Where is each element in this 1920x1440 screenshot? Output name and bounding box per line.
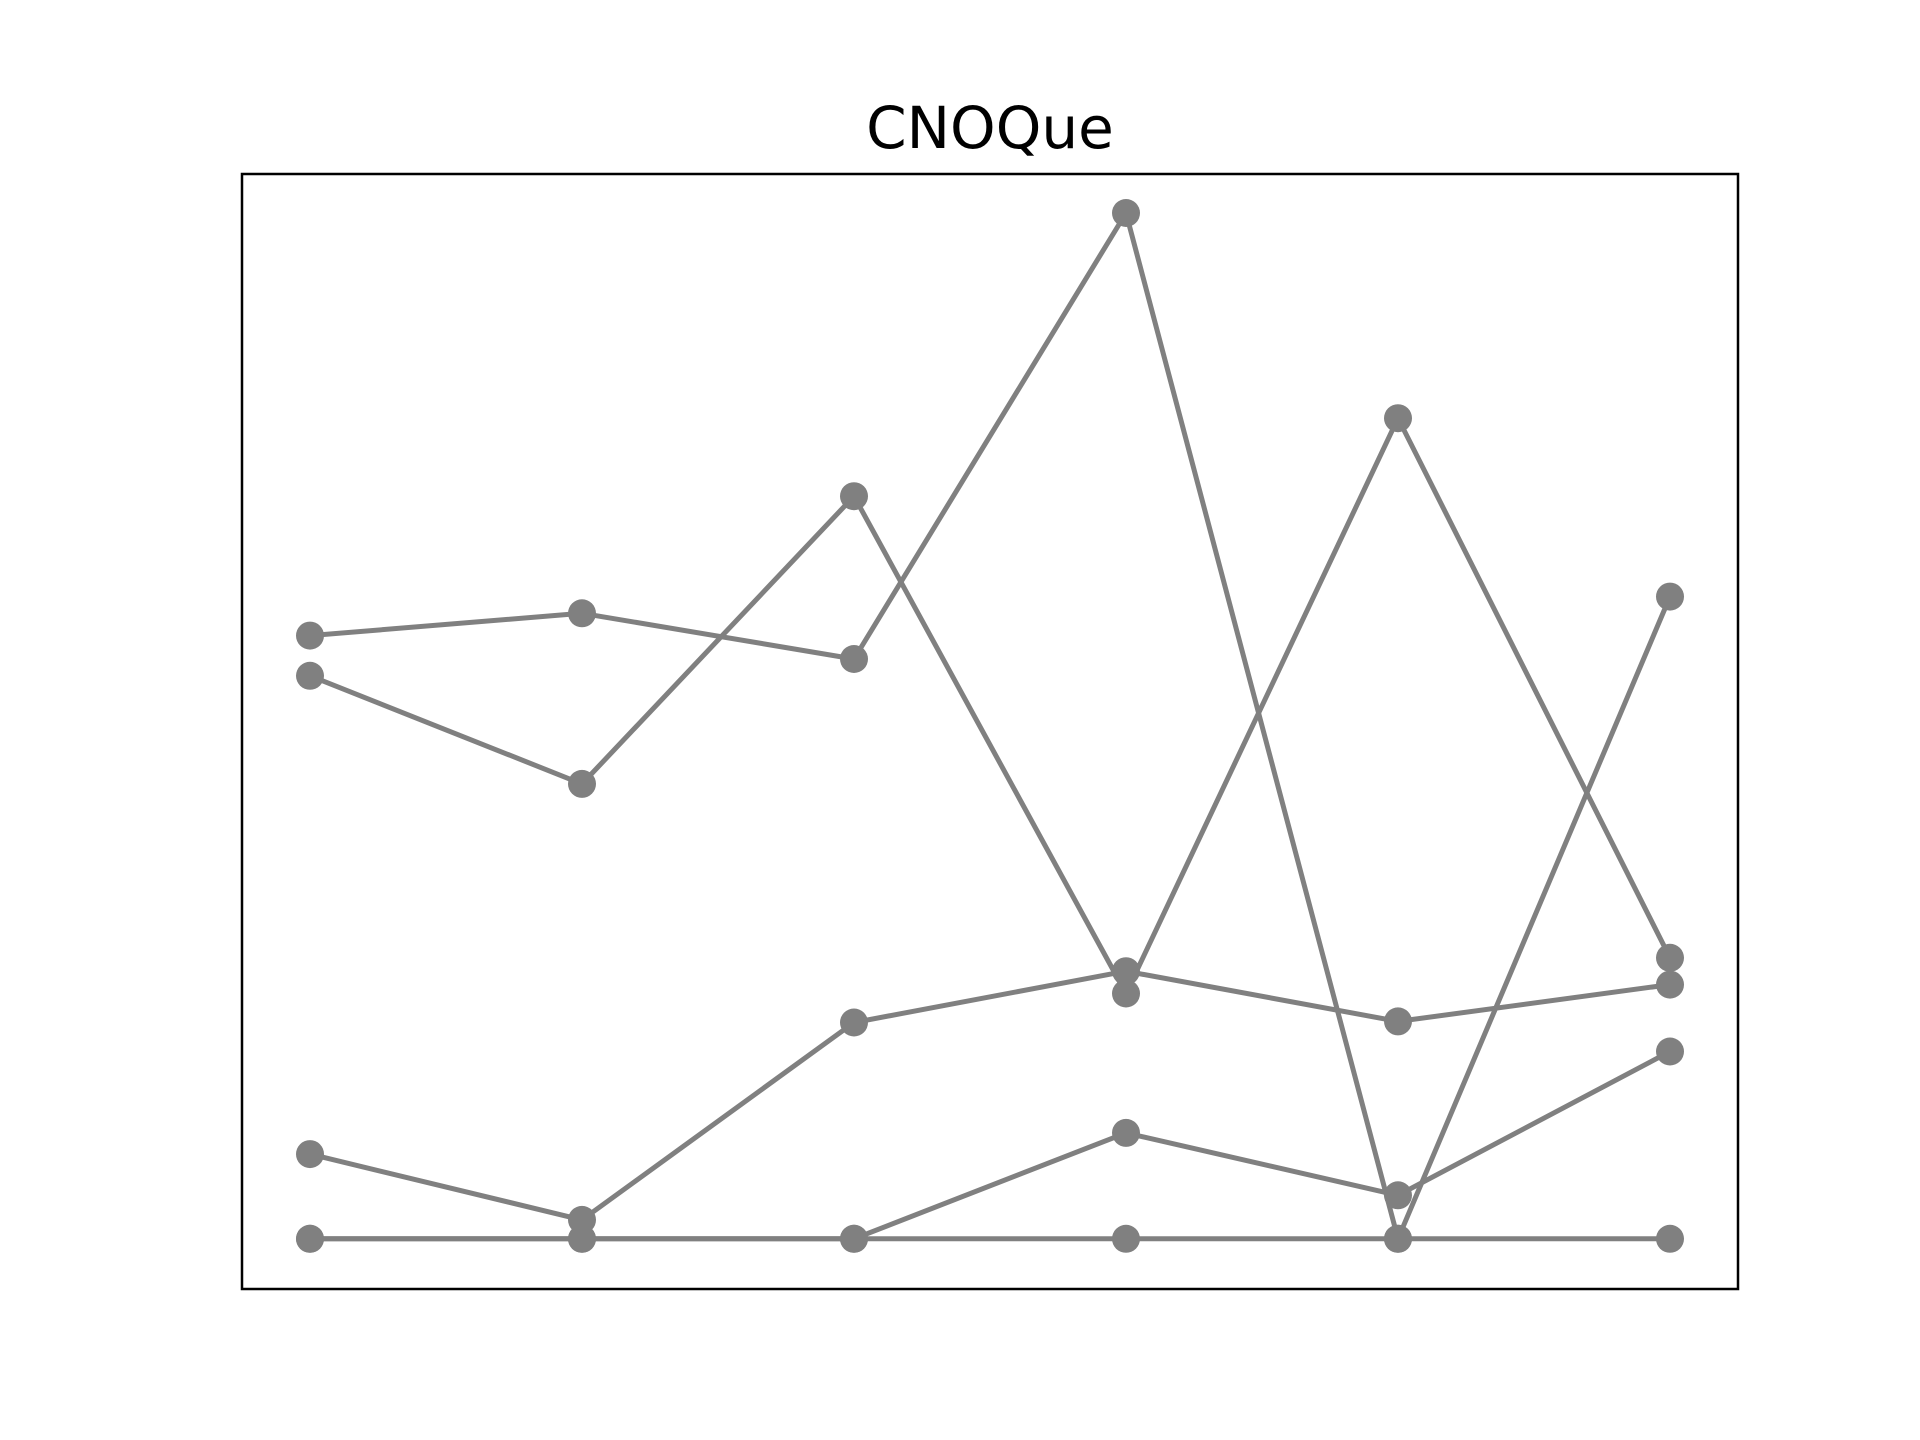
series-2-point-6	[1656, 943, 1684, 972]
series-2-line	[309, 415, 1673, 996]
series-5-point-5	[1384, 1224, 1412, 1253]
series-5-point-2	[568, 1224, 596, 1253]
series-3-point-3	[840, 1008, 868, 1037]
series-3	[296, 957, 1684, 1234]
series-1-point-6	[1656, 582, 1684, 611]
series-1-point-2	[568, 599, 596, 628]
series-4-point-4	[1112, 1118, 1140, 1147]
series-4-point-6	[1656, 1037, 1684, 1066]
series-1-point-4	[1112, 199, 1140, 227]
series-4-point-5	[1384, 1181, 1412, 1210]
series-1	[296, 199, 1684, 1253]
series-1-point-3	[840, 645, 868, 673]
series-3-point-4	[1112, 957, 1140, 986]
series-2-point-2	[568, 769, 596, 798]
series-5-point-3	[840, 1224, 868, 1253]
series-5-point-6	[1656, 1224, 1684, 1253]
plot-frame	[240, 172, 1740, 1291]
series-5-point-1	[296, 1224, 324, 1253]
series-2	[296, 404, 1684, 1008]
series-1-point-1	[296, 621, 324, 650]
series-3-point-6	[1656, 970, 1684, 999]
series-3-point-1	[296, 1140, 324, 1169]
chart-title: CNOQue	[866, 94, 1114, 162]
series-5-point-4	[1112, 1224, 1140, 1253]
series-5	[296, 1224, 1684, 1253]
series-layer	[296, 199, 1684, 1253]
series-1-line	[309, 210, 1673, 1242]
series-2-point-5	[1384, 404, 1412, 433]
series-2-point-1	[296, 661, 324, 690]
series-3-line	[309, 968, 1671, 1223]
series-3-point-5	[1384, 1007, 1412, 1036]
series-2-point-4	[1112, 979, 1140, 1008]
series-4	[296, 1037, 1684, 1253]
series-2-point-3	[840, 482, 868, 511]
